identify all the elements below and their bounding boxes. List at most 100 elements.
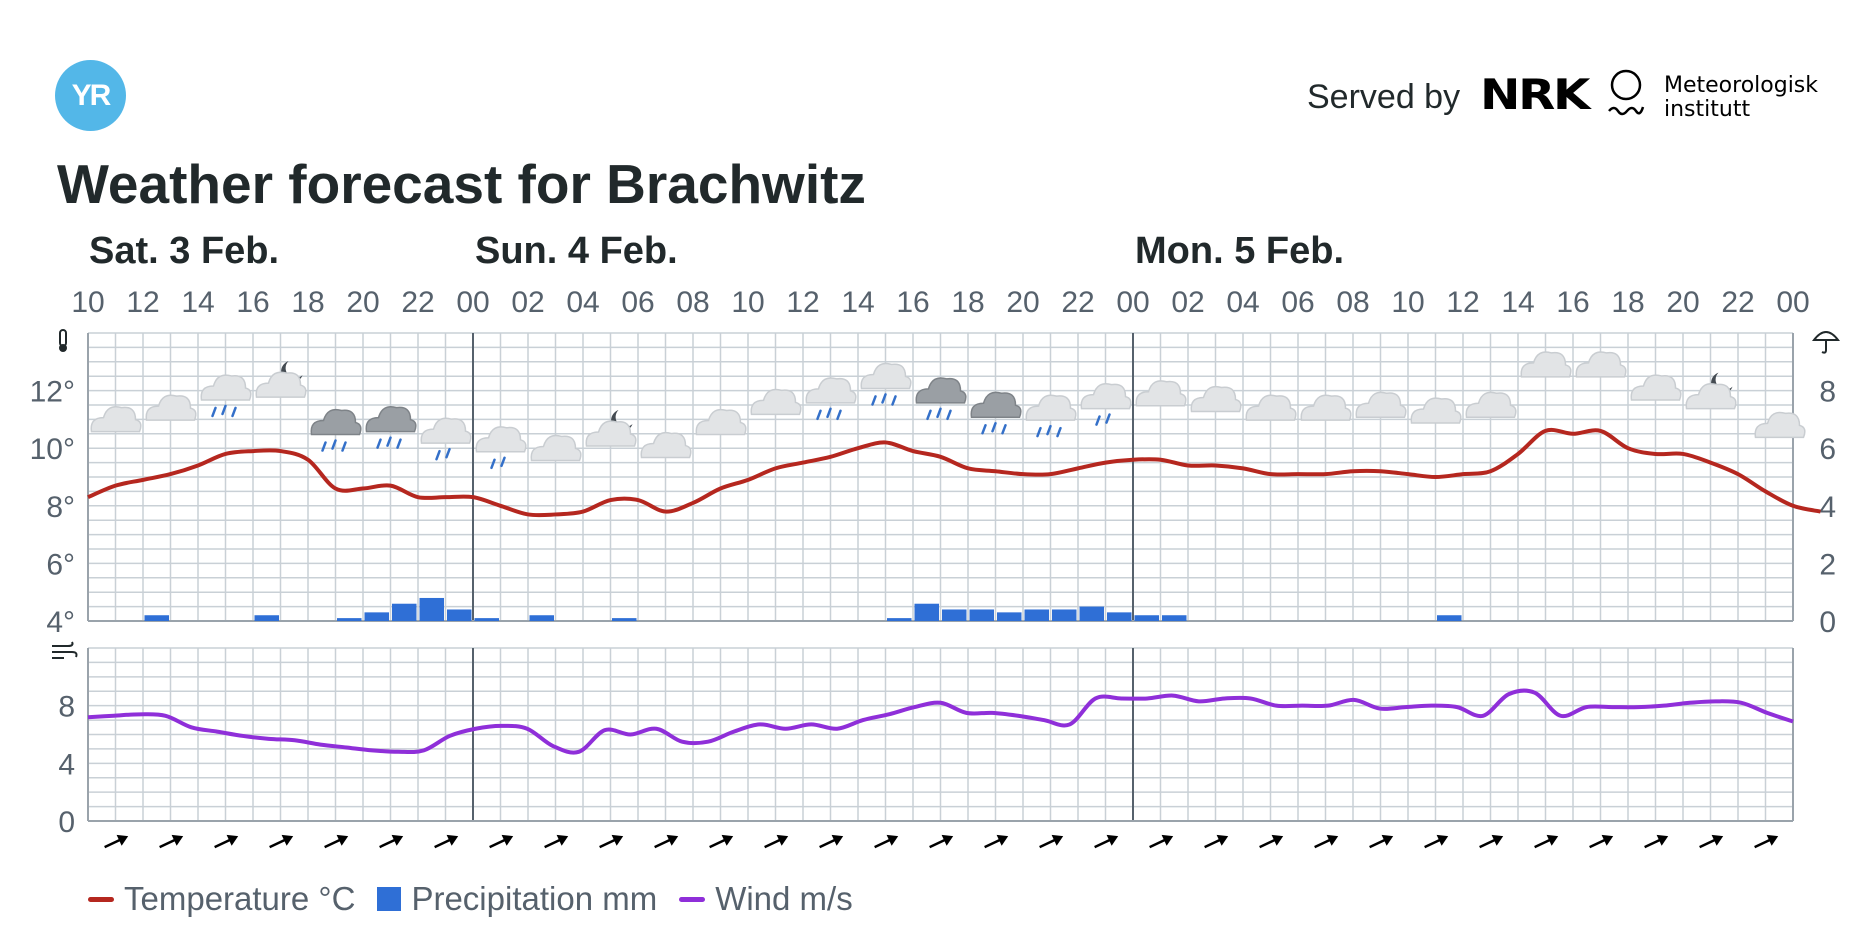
cloudy-icon xyxy=(145,394,197,421)
cloudy-icon xyxy=(1630,374,1682,401)
temperature-axis-label: 6° xyxy=(46,548,75,581)
raindrop xyxy=(321,441,327,452)
cloud-shape xyxy=(805,377,857,404)
x-tick-label: 06 xyxy=(621,286,654,319)
cloud-shape xyxy=(90,406,142,433)
raindrop xyxy=(891,395,897,406)
raindrop xyxy=(211,406,217,418)
heavy-rain-icon xyxy=(365,406,417,449)
x-tick-label: 18 xyxy=(291,286,324,319)
raindrop xyxy=(926,409,932,421)
heavy-rain-icon xyxy=(915,377,967,421)
heavy-rain-icon xyxy=(310,408,362,452)
cloudy-icon xyxy=(1465,391,1517,418)
cloud-shape xyxy=(310,408,362,436)
arrow-head xyxy=(226,834,239,846)
cloud-shape xyxy=(365,406,417,433)
rain-icon xyxy=(860,362,912,406)
cloud-shape xyxy=(1135,380,1187,407)
light-rain-icon xyxy=(420,417,472,461)
legend-precipitation-label: Precipitation mm xyxy=(411,880,658,917)
arrow-northeast-icon xyxy=(1424,834,1449,849)
raindrop xyxy=(331,439,337,450)
x-tick-label: 22 xyxy=(401,286,434,319)
x-tick-label: 12 xyxy=(786,286,819,319)
arrow-northeast-icon xyxy=(1149,834,1174,849)
arrow-northeast-icon xyxy=(1644,834,1669,849)
arrow-head xyxy=(776,834,789,846)
cloud-shape xyxy=(1465,391,1517,418)
arrow-northeast-icon xyxy=(654,834,679,849)
x-tick-label: 14 xyxy=(1501,286,1534,319)
wind-strokes xyxy=(52,641,78,659)
arrow-head xyxy=(1546,834,1559,846)
arrow-head xyxy=(1711,834,1724,846)
arrow-head xyxy=(1436,834,1449,846)
x-tick-label: 18 xyxy=(951,286,984,319)
precipitation-bar xyxy=(392,603,417,621)
raindrop xyxy=(826,407,832,419)
met-institute-text: Meteorologisk institutt xyxy=(1664,74,1818,122)
precipitation-axis-label: 6 xyxy=(1819,433,1836,466)
legend-wind: Wind m/s xyxy=(679,880,853,918)
arrow-northeast-icon xyxy=(379,834,404,849)
arrow-head xyxy=(1161,834,1174,846)
raindrop xyxy=(836,409,842,421)
nrk-logo[interactable]: NRK xyxy=(1480,70,1590,119)
umbrella-canopy xyxy=(1811,331,1841,341)
x-tick-label: 04 xyxy=(1226,286,1259,319)
raindrop xyxy=(1095,415,1101,426)
arrow-northeast-icon xyxy=(269,834,294,849)
arrow-head xyxy=(1601,834,1614,846)
cloud-shape xyxy=(420,417,472,444)
cloudy-icon xyxy=(1135,380,1187,407)
arrow-northeast-icon xyxy=(1204,834,1229,849)
cloud-shape xyxy=(1754,411,1806,439)
yr-logo[interactable]: YR xyxy=(55,60,126,131)
cloud-shape xyxy=(970,391,1022,418)
x-tick-label: 08 xyxy=(676,286,709,319)
arrow-head xyxy=(1051,834,1064,846)
cloud-shape xyxy=(1630,374,1682,401)
raindrop xyxy=(1046,424,1052,436)
arrow-northeast-icon xyxy=(159,834,184,849)
raindrop xyxy=(396,438,402,449)
wind-axis-label: 0 xyxy=(58,806,75,839)
x-tick-label: 14 xyxy=(841,286,874,319)
cloud-shape xyxy=(1080,382,1132,410)
cloud-shape xyxy=(640,431,692,459)
raindrop xyxy=(936,407,942,419)
partly-cloudy-night-icon xyxy=(255,361,307,398)
arrow-head xyxy=(941,834,954,846)
forecast-chart: Sat. 3 Feb. Sun. 4 Feb. Mon. 5 Feb. 10 12 14 1… xyxy=(30,230,1841,849)
precipitation-bar xyxy=(474,618,499,621)
x-tick-label: 20 xyxy=(1666,286,1699,319)
cloud-shape xyxy=(1025,394,1077,421)
day-label: Mon. 5 Feb. xyxy=(1135,230,1344,272)
precipitation-bar xyxy=(887,618,912,621)
arrow-head xyxy=(666,834,679,846)
arrow-northeast-icon xyxy=(434,834,459,849)
arrow-head xyxy=(446,834,459,846)
arrow-head xyxy=(1381,834,1394,846)
x-tick-label: 06 xyxy=(1281,286,1314,319)
cloudy-icon xyxy=(530,434,582,462)
temperature-axis-label: 4° xyxy=(46,606,75,639)
arrow-head xyxy=(391,834,404,846)
cloud-shape xyxy=(1300,394,1352,421)
x-tick-label: 22 xyxy=(1721,286,1754,319)
legend-temperature: Temperature °C xyxy=(88,880,355,918)
x-tick-label: 04 xyxy=(566,286,599,319)
precipitation-bar xyxy=(969,609,994,621)
legend-temperature-label: Temperature °C xyxy=(124,880,356,917)
thermometer-icon xyxy=(59,329,67,352)
raindrop xyxy=(1056,426,1062,438)
x-tick-label: 02 xyxy=(1171,286,1204,319)
precipitation-axis-label: 4 xyxy=(1819,491,1836,524)
cloud-shape xyxy=(1575,351,1627,378)
precipitation-bar xyxy=(1079,606,1104,621)
raindrop xyxy=(1036,426,1042,438)
cloud-shape xyxy=(585,420,637,447)
temperature-line xyxy=(87,427,1821,518)
precipitation-bar xyxy=(612,618,637,621)
